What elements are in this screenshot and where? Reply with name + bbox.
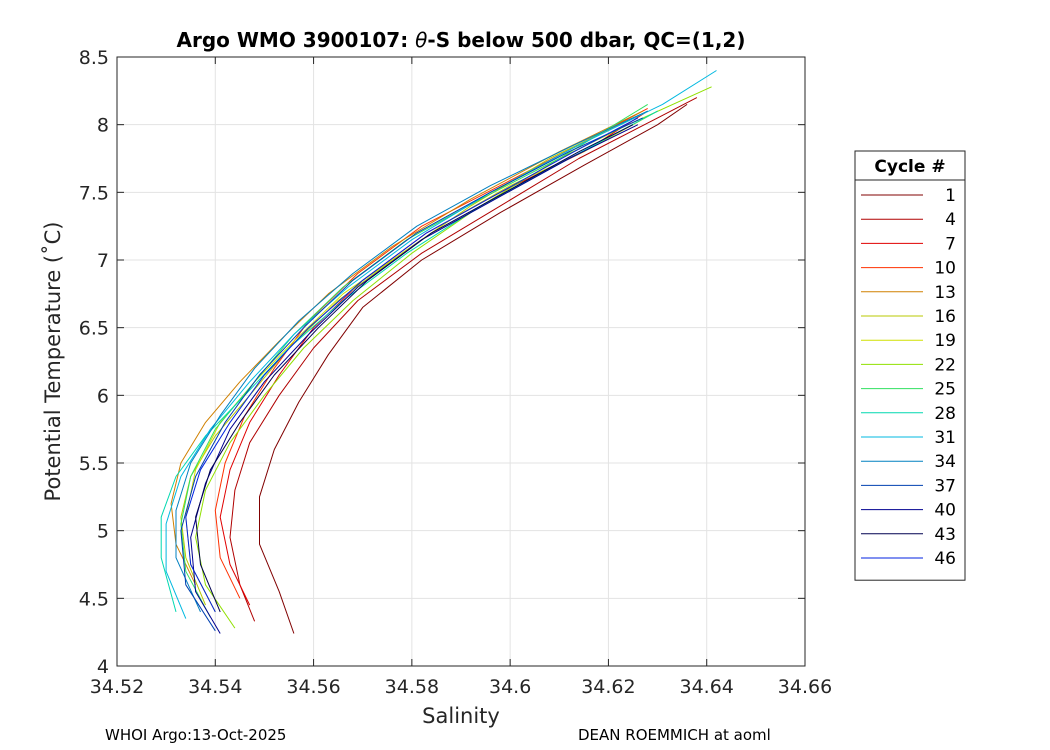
legend-title: Cycle # xyxy=(874,157,945,177)
y-axis-label: Potential Temperature (˚C) xyxy=(41,222,65,502)
y-tick-label: 5 xyxy=(97,521,109,543)
x-axis-label: Salinity xyxy=(422,704,500,728)
legend-item: 10 xyxy=(861,259,956,279)
series-line-cycle-4 xyxy=(229,97,698,622)
legend-item: 19 xyxy=(861,331,956,351)
y-tick-label: 8.5 xyxy=(79,47,109,69)
footer-left: WHOI Argo:13-Oct-2025 xyxy=(105,726,286,744)
legend: Cycle # 1 4 7 10 13 16 19 22 25 28 31 34 37 40 43 46 xyxy=(854,150,966,581)
legend-items: 1 4 7 10 13 16 19 22 25 28 31 34 37 40 43 46 xyxy=(861,186,956,569)
legend-label: 43 xyxy=(934,525,956,545)
chart-title: Argo WMO 3900107: θ-S below 500 dbar, QC… xyxy=(177,28,746,52)
legend-item: 37 xyxy=(861,476,956,496)
series-line-cycle-10 xyxy=(214,107,648,599)
legend-label: 13 xyxy=(934,283,956,303)
series-line-cycle-13 xyxy=(170,110,644,586)
x-tick-label: 34.62 xyxy=(581,676,635,698)
x-tick-label: 34.66 xyxy=(778,676,832,698)
legend-item: 34 xyxy=(861,452,956,472)
plot-lines xyxy=(160,70,717,634)
legend-item: 16 xyxy=(861,307,956,327)
footer-right: DEAN ROEMMICH at aoml xyxy=(578,726,771,744)
legend-item: 40 xyxy=(861,501,956,521)
x-tick-label: 34.54 xyxy=(188,676,242,698)
legend-label: 7 xyxy=(945,234,956,254)
series-line-cycle-34 xyxy=(175,110,648,613)
series-line-cycle-37 xyxy=(180,117,644,632)
y-tick-label: 7 xyxy=(97,250,109,272)
series-line-cycle-25 xyxy=(180,103,648,618)
legend-item: 46 xyxy=(861,549,956,569)
legend-label: 4 xyxy=(945,210,956,230)
y-tick-label: 4.5 xyxy=(79,588,109,610)
legend-label: 34 xyxy=(934,452,956,472)
legend-label: 22 xyxy=(934,355,956,375)
legend-item: 4 xyxy=(861,210,956,230)
legend-label: 46 xyxy=(934,549,956,569)
legend-item: 13 xyxy=(861,283,956,303)
legend-label: 19 xyxy=(934,331,956,351)
legend-item: 43 xyxy=(861,525,956,545)
legend-label: 1 xyxy=(945,186,956,206)
series-line-cycle-40 xyxy=(190,124,639,634)
x-tick-label: 34.64 xyxy=(680,676,734,698)
title-prefix: Argo WMO 3900107: xyxy=(177,28,416,52)
legend-label: 37 xyxy=(934,476,956,496)
title-theta: θ xyxy=(415,28,427,52)
series-line-cycle-46 xyxy=(185,117,639,613)
legend-item: 28 xyxy=(861,404,956,424)
legend-label: 40 xyxy=(934,501,956,521)
legend-box xyxy=(854,150,966,581)
y-tick-label: 6.5 xyxy=(79,318,109,340)
series-line-cycle-43 xyxy=(195,124,634,613)
legend-item: 7 xyxy=(861,234,956,254)
x-tick-label: 34.56 xyxy=(286,676,340,698)
x-tick-label: 34.58 xyxy=(385,676,439,698)
legend-item: 22 xyxy=(861,355,956,375)
legend-item: 31 xyxy=(861,428,956,448)
y-tick-label: 8 xyxy=(97,115,109,137)
series-line-cycle-1 xyxy=(259,103,688,634)
y-tick-label: 4 xyxy=(97,656,109,678)
legend-label: 25 xyxy=(934,380,956,400)
legend-label: 10 xyxy=(934,259,956,279)
series-line-cycle-31 xyxy=(165,70,717,619)
y-tick-label: 7.5 xyxy=(79,182,109,204)
plot-frame xyxy=(116,56,806,667)
legend-item: 25 xyxy=(861,380,956,400)
x-tick-label: 34.6 xyxy=(489,676,531,698)
y-tick-label: 5.5 xyxy=(79,453,109,475)
legend-label: 28 xyxy=(934,404,956,424)
legend-label: 16 xyxy=(934,307,956,327)
y-tick-label: 6 xyxy=(97,385,109,407)
ticks: 34.52 34.54 34.56 34.58 34.6 34.62 34.64 34.66 4… xyxy=(79,47,832,698)
legend-item: 1 xyxy=(861,186,956,206)
legend-label: 31 xyxy=(934,428,956,448)
x-tick-label: 34.52 xyxy=(90,676,144,698)
title-suffix: -S below 500 dbar, QC=(1,2) xyxy=(427,28,745,52)
